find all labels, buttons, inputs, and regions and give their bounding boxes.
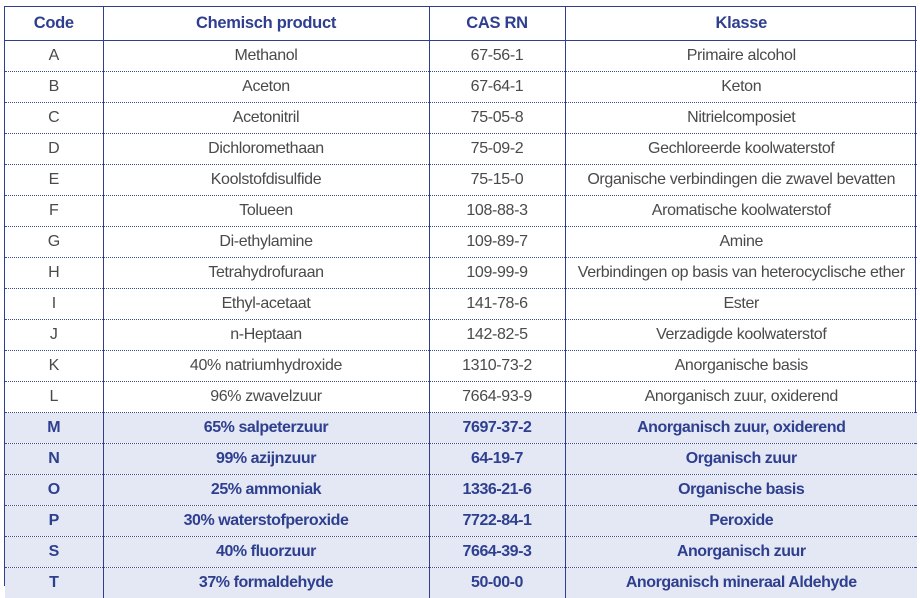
cell-klasse: Anorganisch mineraal Aldehyde (565, 568, 917, 598)
cell-klasse: Keton (565, 72, 917, 103)
header-klasse: Klasse (565, 7, 917, 41)
cell-code: N (5, 444, 103, 475)
cell-chemical-product: 25% ammoniak (103, 475, 429, 506)
cell-klasse: Gechloreerde koolwaterstof (565, 134, 917, 165)
cell-cas-rn: 142-82-5 (429, 320, 565, 351)
cell-cas-rn: 50-00-0 (429, 568, 565, 598)
cell-code: D (5, 134, 103, 165)
cell-klasse: Aromatische koolwaterstof (565, 196, 917, 227)
cell-code: E (5, 165, 103, 196)
cell-cas-rn: 75-05-8 (429, 103, 565, 134)
cell-cas-rn: 75-09-2 (429, 134, 565, 165)
cell-cas-rn: 67-64-1 (429, 72, 565, 103)
cell-klasse: Organisch zuur (565, 444, 917, 475)
cell-klasse: Nitrielcomposiet (565, 103, 917, 134)
cell-code: I (5, 289, 103, 320)
cell-klasse: Anorganische basis (565, 351, 917, 382)
cell-klasse: Anorganisch zuur, oxiderend (565, 382, 917, 413)
cell-code: F (5, 196, 103, 227)
cell-chemical-product: Tolueen (103, 196, 429, 227)
cell-cas-rn: 64-19-7 (429, 444, 565, 475)
cell-cas-rn: 109-99-9 (429, 258, 565, 289)
cell-klasse: Amine (565, 227, 917, 258)
cell-cas-rn: 109-89-7 (429, 227, 565, 258)
cell-code: H (5, 258, 103, 289)
cell-code: M (5, 413, 103, 444)
cell-chemical-product: 99% azijnzuur (103, 444, 429, 475)
cell-code: J (5, 320, 103, 351)
cell-chemical-product: 30% waterstofperoxide (103, 506, 429, 537)
cell-cas-rn: 67-56-1 (429, 41, 565, 72)
cell-code: S (5, 537, 103, 568)
cell-cas-rn: 141-78-6 (429, 289, 565, 320)
cell-code: T (5, 568, 103, 598)
cell-klasse: Verbindingen op basis van heterocyclisch… (565, 258, 917, 289)
cell-chemical-product: Acetonitril (103, 103, 429, 134)
cell-chemical-product: 65% salpeterzuur (103, 413, 429, 444)
cell-cas-rn: 7697-37-2 (429, 413, 565, 444)
cell-code: G (5, 227, 103, 258)
cell-klasse: Verzadigde koolwaterstof (565, 320, 917, 351)
cell-klasse: Organische basis (565, 475, 917, 506)
cell-code: B (5, 72, 103, 103)
cell-code: K (5, 351, 103, 382)
cell-chemical-product: Tetrahydrofuraan (103, 258, 429, 289)
cell-chemical-product: 37% formaldehyde (103, 568, 429, 598)
cell-chemical-product: Methanol (103, 41, 429, 72)
header-code: Code (5, 7, 103, 41)
cell-cas-rn: 75-15-0 (429, 165, 565, 196)
cell-klasse: Organische verbindingen die zwavel bevat… (565, 165, 917, 196)
cell-klasse: Ester (565, 289, 917, 320)
cell-code: C (5, 103, 103, 134)
cell-chemical-product: 96% zwavelzuur (103, 382, 429, 413)
header-chemical-product: Chemisch product (103, 7, 429, 41)
cell-cas-rn: 7664-39-3 (429, 537, 565, 568)
cell-cas-rn: 7722-84-1 (429, 506, 565, 537)
cell-chemical-product: 40% fluorzuur (103, 537, 429, 568)
header-cas-rn: CAS RN (429, 7, 565, 41)
cell-cas-rn: 1310-73-2 (429, 351, 565, 382)
cell-klasse: Anorganisch zuur (565, 537, 917, 568)
table-header-row: Code Chemisch product CAS RN Klasse (5, 7, 917, 41)
cell-klasse: Primaire alcohol (565, 41, 917, 72)
cell-chemical-product: n-Heptaan (103, 320, 429, 351)
cell-chemical-product: Koolstofdisulfide (103, 165, 429, 196)
cell-code: O (5, 475, 103, 506)
cell-klasse: Peroxide (565, 506, 917, 537)
cell-code: L (5, 382, 103, 413)
cell-klasse: Anorganisch zuur, oxiderend (565, 413, 917, 444)
cell-chemical-product: Di-ethylamine (103, 227, 429, 258)
cell-chemical-product: Dichloromethaan (103, 134, 429, 165)
cell-chemical-product: Aceton (103, 72, 429, 103)
cell-cas-rn: 108-88-3 (429, 196, 565, 227)
cell-code: P (5, 506, 103, 537)
cell-cas-rn: 1336-21-6 (429, 475, 565, 506)
cell-code: A (5, 41, 103, 72)
cell-cas-rn: 7664-93-9 (429, 382, 565, 413)
cell-chemical-product: Ethyl-acetaat (103, 289, 429, 320)
cell-chemical-product: 40% natriumhydroxide (103, 351, 429, 382)
